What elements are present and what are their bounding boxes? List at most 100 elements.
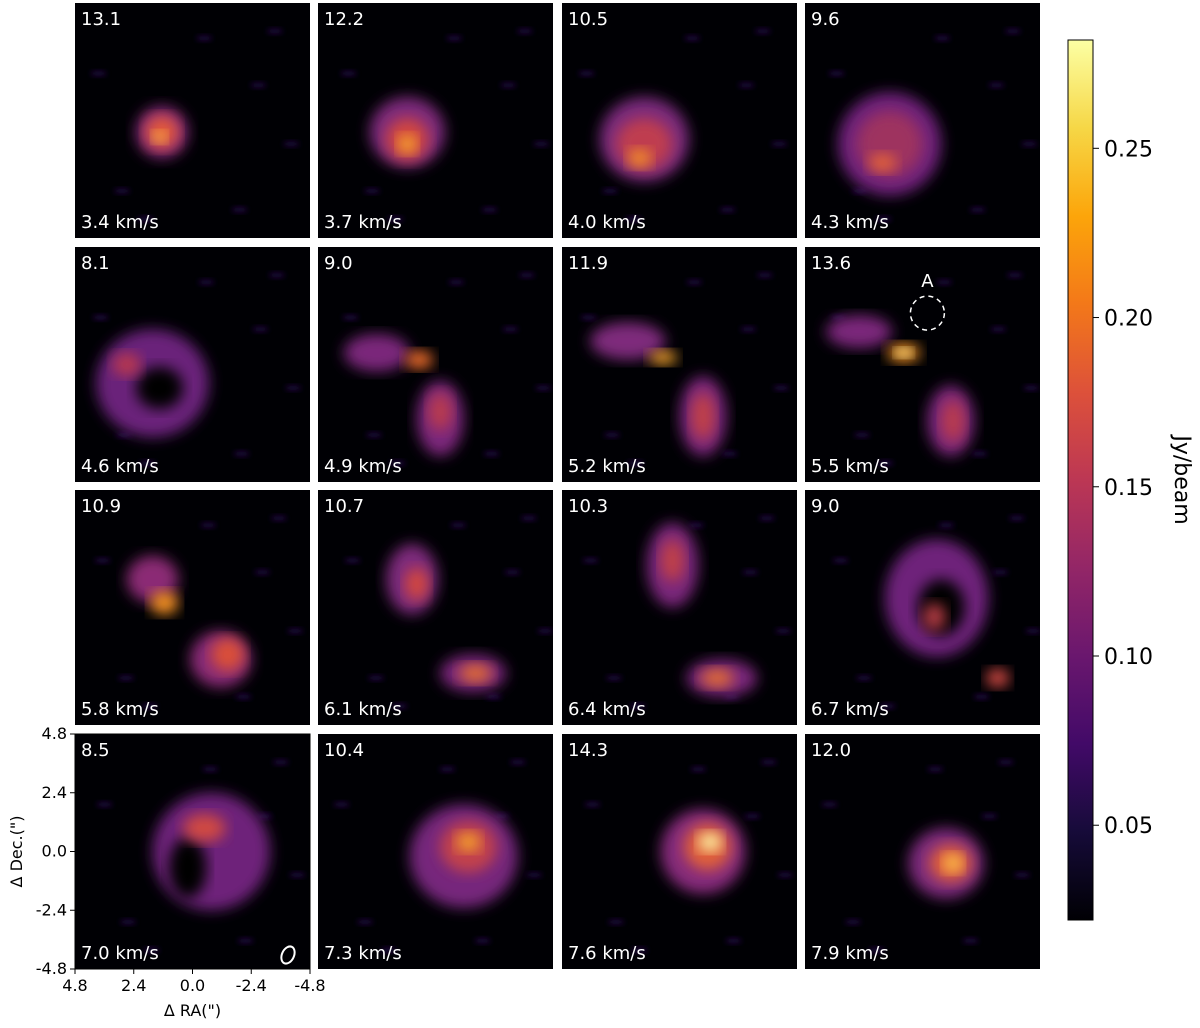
- noise-speckle: [868, 947, 885, 953]
- noise-speckle: [500, 82, 517, 88]
- velocity-label: 7.0 km/s: [81, 943, 159, 964]
- noise-speckle: [92, 315, 109, 320]
- noise-speckle: [771, 141, 788, 147]
- emission-blob: [169, 837, 207, 899]
- channel-panel: 14.3 7.6 km/s: [562, 734, 797, 969]
- peak-label: 13.1: [81, 9, 121, 30]
- emission-blob: [112, 352, 141, 377]
- emission-map: [344, 515, 553, 709]
- noise-speckle: [854, 432, 870, 438]
- noise-speckle: [143, 947, 160, 953]
- noise-speckle: [516, 28, 533, 34]
- noise-speckle: [988, 82, 1005, 88]
- noise-speckle: [690, 766, 707, 772]
- noise-speckle: [997, 759, 1014, 765]
- noise-speckle: [268, 272, 285, 278]
- noise-speckle: [474, 938, 491, 944]
- noise-speckle: [875, 216, 892, 222]
- noise-speckle: [446, 35, 463, 41]
- emission-blob: [183, 813, 226, 843]
- emission-blob: [152, 792, 271, 911]
- peak-label: 9.0: [324, 253, 353, 274]
- channel-panel: 10.9 5.8 km/s: [75, 490, 310, 725]
- peak-label: 10.3: [568, 496, 608, 517]
- x-axis-label: Δ RA("): [164, 1001, 221, 1020]
- noise-speckle: [1021, 141, 1038, 147]
- noise-speckle: [518, 272, 535, 278]
- y-tick-label: 4.8: [42, 724, 67, 743]
- peak-label: 10.4: [324, 740, 364, 761]
- panel-background: [318, 490, 553, 725]
- noise-speckle: [198, 279, 215, 285]
- noise-speckle: [94, 558, 111, 563]
- noise-speckle: [340, 71, 357, 76]
- channel-panel: 12.2 3.7 km/s: [318, 3, 553, 238]
- colorbar-tick-label: 0.20: [1104, 307, 1153, 332]
- noise-speckle: [231, 207, 248, 213]
- noise-speckle: [333, 802, 350, 807]
- noise-speckle: [139, 460, 156, 466]
- noise-speckle: [971, 451, 988, 457]
- noise-speckle: [608, 919, 624, 925]
- noise-speckle: [990, 326, 1007, 332]
- x-tick-label: 2.4: [121, 976, 146, 995]
- emission-blob: [943, 853, 963, 873]
- noise-speckle: [738, 82, 755, 88]
- noise-speckle: [852, 188, 868, 194]
- noise-speckle: [368, 675, 384, 681]
- emission-map: [821, 759, 1031, 953]
- velocity-label: 5.8 km/s: [81, 699, 159, 720]
- colorbar-tick-label: 0.25: [1104, 137, 1153, 162]
- velocity-label: 4.9 km/s: [324, 456, 402, 477]
- noise-speckle: [606, 675, 622, 681]
- channel-panel: 9.6 4.3 km/s: [805, 3, 1040, 238]
- emission-map: [580, 272, 790, 466]
- noise-speckle: [535, 385, 552, 391]
- noise-speckle: [96, 802, 113, 807]
- noise-speckle: [237, 938, 254, 944]
- noise-speckle: [266, 28, 283, 34]
- noise-speckle: [380, 947, 397, 953]
- noise-speckle: [1023, 385, 1040, 391]
- noise-speckle: [289, 872, 306, 878]
- noise-speckle: [202, 766, 219, 772]
- source-a-circle: [909, 295, 946, 331]
- noise-speckle: [602, 188, 618, 194]
- emission-map: [832, 515, 1040, 709]
- noise-speckle: [973, 694, 990, 700]
- y-axis-label: Δ Dec.("): [7, 816, 26, 888]
- beam-ellipse: [280, 945, 296, 965]
- noise-speckle: [250, 82, 267, 88]
- colorbar-tick-label: 0.05: [1104, 814, 1153, 839]
- noise-speckle: [821, 802, 838, 807]
- noise-speckle: [879, 703, 896, 709]
- emission-blob: [150, 591, 179, 615]
- colorbar: 0.05 0.10 0.15 0.20 0.25 Jy/beam: [1067, 39, 1194, 921]
- noise-speckle: [120, 919, 136, 925]
- noise-speckle: [233, 451, 250, 457]
- emission-map: [90, 28, 300, 222]
- noise-speckle: [137, 216, 154, 222]
- emission-blob: [404, 350, 434, 370]
- emission-map: [584, 759, 794, 953]
- noise-speckle: [270, 515, 287, 521]
- colorbar-label: Jy/beam: [1169, 433, 1194, 524]
- y-tick-label: 0.0: [42, 842, 67, 861]
- noise-speckle: [1025, 628, 1040, 634]
- noise-speckle: [688, 522, 705, 528]
- channel-panel: 13.1 3.4 km/s: [75, 3, 310, 238]
- emission-map: [333, 759, 543, 953]
- peak-label: 12.2: [324, 9, 364, 30]
- x-tick-label: 0.0: [180, 976, 205, 995]
- emission-blob: [648, 350, 678, 365]
- emission-blob: [152, 131, 167, 143]
- peak-label: 11.9: [568, 253, 608, 274]
- noise-speckle: [936, 279, 953, 285]
- velocity-label: 6.1 km/s: [324, 699, 402, 720]
- noise-speckle: [481, 207, 498, 213]
- noise-speckle: [1004, 28, 1021, 34]
- noise-speckle: [686, 279, 703, 285]
- emission-blob: [404, 567, 429, 601]
- source-a-annotation: A: [909, 271, 946, 331]
- noise-speckle: [856, 675, 872, 681]
